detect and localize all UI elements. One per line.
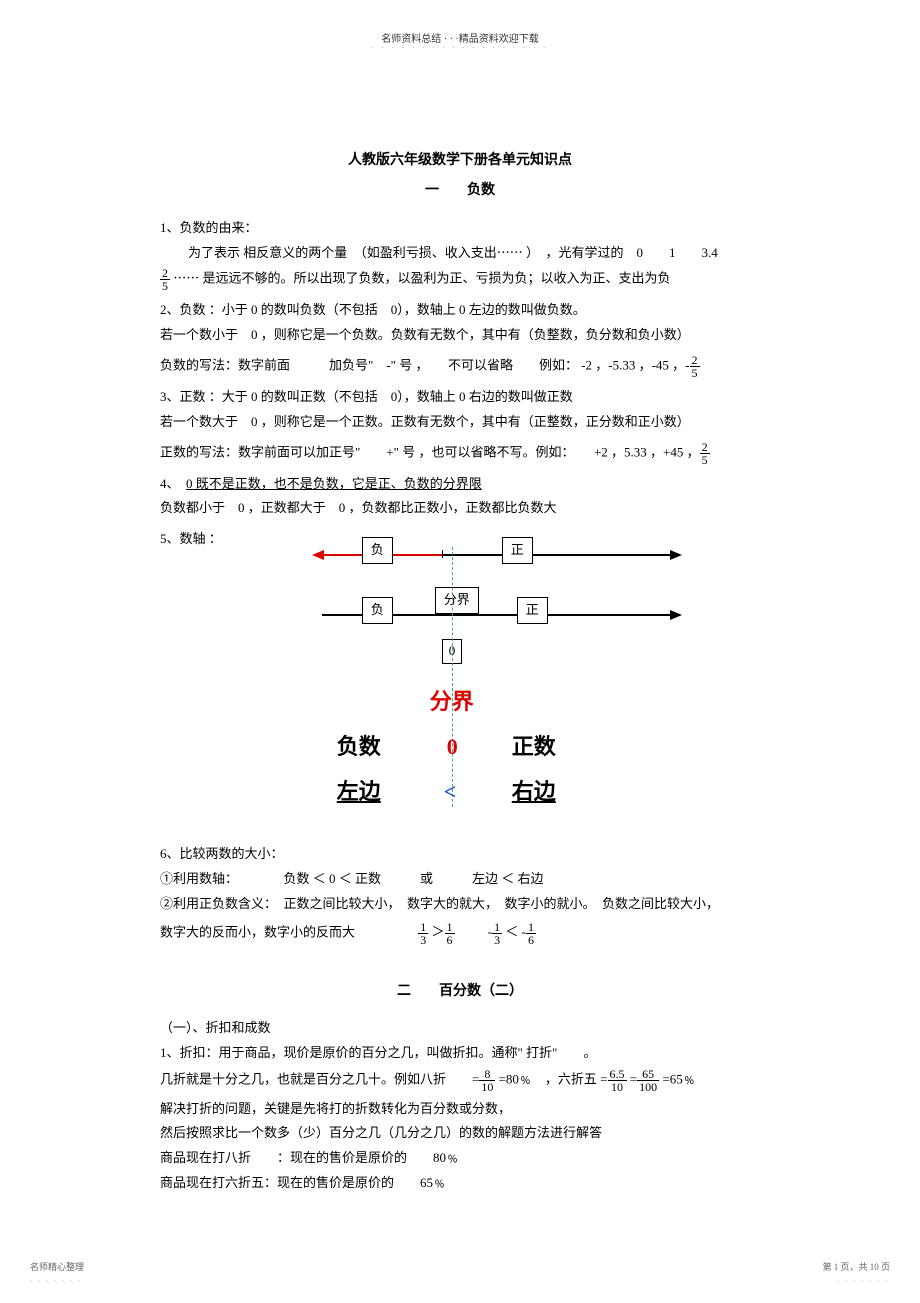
disc-p3: 解决打折的问题，关键是先将打的折数转化为百分数或分数， <box>160 1099 760 1120</box>
frac-65-100: 65100 <box>637 1068 659 1093</box>
big-lt: < <box>444 774 457 809</box>
p2c-text: 负数的写法：数字前面 加负号" -" 号 ， 不可以省略 例如： -2 ，-5.… <box>160 357 690 372</box>
p1-cont-text: ⋯⋯ 是远远不够的。所以出现了负数，以盈利为正、亏损为负；以收入为正、支出为负 <box>173 271 670 286</box>
disc-p2c: = <box>627 1071 638 1086</box>
document-body: 人教版六年级数学下册各单元知识点 一 负数 1、负数的由来： 为了表示 相反意义… <box>160 150 760 1198</box>
p3c: 正数的写法：数字前面可以加正号" +" 号 ，也可以省略不写。例如： +2 ，5… <box>160 441 760 466</box>
p6c-text: 数字大的反而小，数字小的反而大 <box>160 924 355 939</box>
footer-right: 第 1 页，共 10 页 <box>822 1260 890 1273</box>
p6c: 数字大的反而小，数字小的反而大 13 ＞16 -13 ＜ -16 <box>160 921 760 946</box>
number-line-diagram: 负 正 负 分界 正 0 分界 负数 0 正数 左边 < 右边 <box>342 529 742 829</box>
frac-8-10: 810 <box>479 1068 495 1093</box>
label-fenjie: 分界 <box>435 587 479 614</box>
header-dots: · · · · · · · · · · · · · · · · · · <box>372 44 549 52</box>
frac-65-10: 6.510 <box>608 1068 627 1093</box>
frac-1-3a: 13 <box>418 921 428 946</box>
label-pos2: 正 <box>517 597 548 624</box>
header-text: 名师资料总结 · · ·精品资料欢迎下载 <box>381 30 539 45</box>
frac-2-5: 25 <box>160 267 170 292</box>
p3b: 若一个数大于 0 ，则称它是一个正数。正数有无数个，其中有（正整数，正分数和正小… <box>160 412 760 433</box>
title-main: 人教版六年级数学下册各单元知识点 <box>160 150 760 172</box>
big-fenjie: 分界 <box>430 684 474 719</box>
frac-1-3b: 13 <box>492 921 502 946</box>
frac-1-6a: 16 <box>445 921 455 946</box>
p4a: 4、 <box>160 476 186 491</box>
title-unit2: 二 百分数（二） <box>160 981 760 1003</box>
p2a: 2、负数 ：小于 0 的数叫负数（不包括 0），数轴上 0 左边的数叫做负数。 <box>160 300 760 321</box>
disc-p2b: =80﹪ ，六折五 = <box>495 1071 607 1086</box>
label-neg2: 负 <box>362 597 393 624</box>
footer-dots-left: · · · · · · · <box>30 1277 83 1285</box>
p6: 6、比较两数的大小： <box>160 844 760 865</box>
frac-pos-2-5: 25 <box>700 441 710 466</box>
footer-left: 名师精心整理 <box>30 1260 84 1273</box>
disc-p5: 商品现在打八折 ：现在的售价是原价的 80﹪ <box>160 1148 760 1169</box>
p6a: ①利用数轴： 负数 ＜ 0 ＜ 正数 或 左边 ＜ 右边 <box>160 869 760 890</box>
p3c-text: 正数的写法：数字前面可以加正号" +" 号 ，也可以省略不写。例如： +2 ，5… <box>160 444 700 459</box>
big-zero: 0 <box>447 729 458 764</box>
frac-neg-2-5: 25 <box>690 354 700 379</box>
label-pos1: 正 <box>502 537 533 564</box>
p1-label: 1、负数的由来： <box>160 218 760 239</box>
disc-p2a: 几折就是十分之几，也就是百分之几十。例如八折 = <box>160 1071 479 1086</box>
disc-p1: 1、折扣：用于商品，现价是原价的百分之几，叫做折扣。通称" 打折" 。 <box>160 1043 760 1064</box>
p4b: 0 既不是正数，也不是负数，它是正、负数的分界限 <box>186 476 482 491</box>
p5: 5、数轴 ： <box>160 529 222 825</box>
big-neg: 负数 <box>337 729 381 764</box>
p6b: ②利用正负数含义： 正数之间比较大小， 数字大的就大， 数字小的就小。 负数之间… <box>160 894 760 915</box>
disc-p2d: =65﹪ <box>659 1071 696 1086</box>
p2c: 负数的写法：数字前面 加负号" -" 号 ， 不可以省略 例如： -2 ，-5.… <box>160 354 760 379</box>
p1-cont: 25 ⋯⋯ 是远远不够的。所以出现了负数，以盈利为正、亏损为负；以收入为正、支出… <box>160 267 760 292</box>
p2b: 若一个数小于 0 ，则称它是一个负数。负数有无数个，其中有（负整数，负分数和负小… <box>160 325 760 346</box>
big-pos: 正数 <box>512 729 556 764</box>
p4c: 负数都小于 0 ，正数都大于 0 ，负数都比正数小，正数都比负数大 <box>160 498 760 519</box>
footer-dots-right: · · · · · · · <box>837 1277 890 1285</box>
label-neg1: 负 <box>362 537 393 564</box>
disc-p6: 商品现在打六折五：现在的售价是原价的 65﹪ <box>160 1173 760 1194</box>
title-unit1: 一 负数 <box>160 180 760 202</box>
p3a: 3、正数 ：大于 0 的数叫正数（不包括 0），数轴上 0 右边的数叫做正数 <box>160 387 760 408</box>
disc-p2: 几折就是十分之几，也就是百分之几十。例如八折 =810 =80﹪ ，六折五 =6… <box>160 1068 760 1093</box>
p4: 4、 0 既不是正数，也不是负数，它是正、负数的分界限 <box>160 474 760 495</box>
frac-1-6b: 16 <box>526 921 536 946</box>
big-left: 左边 <box>337 774 381 809</box>
p1-body: 为了表示 相反意义的两个量 （如盈利亏损、收入支出⋯⋯ ） ，光有学过的 0 1… <box>160 243 760 264</box>
discount-title: （一）、折扣和成数 <box>160 1018 760 1039</box>
big-right: 右边 <box>512 774 556 809</box>
disc-p4: 然后按照求比一个数多（少）百分之几（几分之几）的数的解题方法进行解答 <box>160 1123 760 1144</box>
